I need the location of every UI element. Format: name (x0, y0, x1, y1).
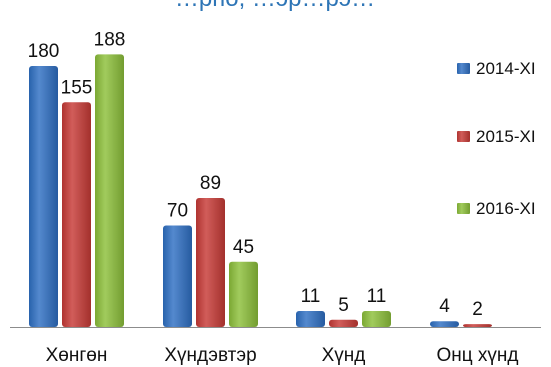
bar-2016-XI-2 (362, 311, 391, 327)
value-label: 2 (472, 299, 483, 320)
value-label: 11 (301, 286, 321, 307)
category-label: Хүнд (322, 345, 366, 366)
bars-layer (29, 54, 492, 328)
legend-label: 2015-XI (476, 127, 536, 146)
category-label: Хүндэвтэр (164, 345, 256, 366)
value-label: 11 (367, 286, 387, 307)
bar-2014-XI-1 (163, 225, 192, 327)
legend-swatch (457, 63, 470, 74)
value-label: 155 (61, 77, 93, 98)
legend-label: 2016-XI (476, 199, 536, 218)
bar-2014-XI-0 (29, 66, 58, 327)
bar-2014-XI-2 (296, 311, 325, 327)
bar-2016-XI-0 (95, 54, 124, 328)
bar-2015-XI-1 (196, 197, 225, 327)
chart-title: …рпо, …эр…рэ… (175, 0, 375, 12)
value-label: 45 (233, 237, 254, 258)
bar-2015-XI-2 (329, 319, 358, 327)
bar-2016-XI-1 (229, 261, 258, 327)
legend: 2014-XI 2015-XI 2016-XI (457, 59, 536, 218)
value-label: 180 (28, 41, 60, 62)
category-label: Онц хүнд (436, 345, 518, 366)
value-label: 70 (167, 201, 188, 222)
value-label: 5 (338, 295, 349, 316)
legend-swatch (457, 203, 470, 214)
bar-2015-XI-3 (463, 324, 492, 327)
bar-2014-XI-3 (430, 321, 459, 327)
value-label: 89 (200, 173, 221, 194)
legend-swatch (457, 131, 470, 142)
bar-2015-XI-0 (62, 102, 91, 327)
category-labels: Хөнгөн Хүндэвтэр Хүнд Онц хүнд (46, 345, 519, 366)
value-label: 188 (94, 29, 126, 50)
value-label: 4 (439, 296, 450, 317)
category-label: Хөнгөн (46, 345, 108, 366)
legend-label: 2014-XI (476, 59, 536, 78)
